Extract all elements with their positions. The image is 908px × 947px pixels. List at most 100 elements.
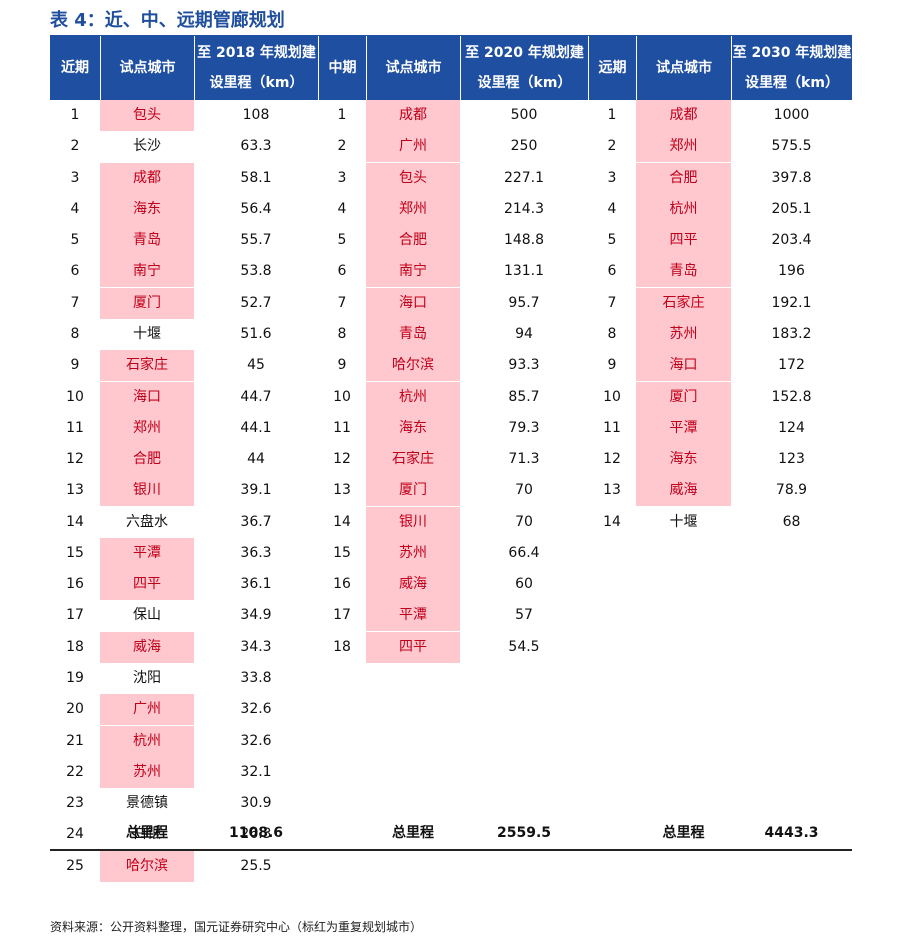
far-city-cell: 十堰 [669, 513, 698, 530]
near-km-cell: 33.8 [240, 670, 272, 687]
table-row: 18 威海 34.3 18 四平 54.5 [50, 631, 852, 663]
table-row: 19 沈阳 33.8 [50, 663, 852, 694]
near-city-cell: 成都 [100, 162, 194, 194]
near-rank-cell: 22 [66, 763, 84, 780]
near-rank-cell: 5 [70, 232, 80, 249]
mid-city-cell: 威海 [366, 569, 460, 601]
far-rank-cell: 7 [607, 294, 617, 311]
header-near-value-line2: 设里程（km） [209, 75, 304, 91]
near-km-cell: 36.1 [240, 576, 272, 593]
far-city-cell: 海东 [636, 444, 731, 476]
far-rank-cell: 14 [603, 513, 621, 530]
far-rank-cell: 1 [607, 107, 617, 123]
mid-rank-cell: 17 [333, 607, 351, 624]
mid-rank-cell: 3 [337, 169, 347, 186]
near-km-cell: 26.3 [240, 826, 272, 843]
far-city-cell: 平潭 [636, 412, 731, 444]
mid-city-cell: 青岛 [366, 318, 460, 350]
near-km-cell: 32.6 [240, 701, 272, 718]
near-rank-cell: 10 [66, 388, 84, 405]
far-km-cell: 78.9 [775, 482, 808, 499]
near-rank-cell: 25 [66, 857, 84, 874]
mid-km-cell: 95.7 [508, 294, 540, 311]
header-near-period: 近期 [61, 60, 89, 76]
near-rank-cell: 15 [66, 544, 84, 561]
far-km-cell: 205.1 [771, 200, 812, 217]
total-near-value: 1108.6 [228, 825, 284, 841]
far-km-cell: 1000 [773, 107, 810, 123]
near-city-cell: 十堰 [133, 325, 161, 342]
near-km-cell: 52.7 [240, 294, 272, 311]
near-city-cell: 景德镇 [126, 795, 168, 812]
mid-city-cell: 包头 [366, 162, 460, 194]
mid-city-cell: 南宁 [366, 256, 460, 288]
near-km-cell: 58.1 [240, 169, 272, 186]
far-city-cell: 青岛 [636, 256, 731, 288]
near-city-cell: 海口 [100, 381, 194, 413]
near-rank-cell: 23 [66, 795, 84, 812]
mid-km-cell: 70 [515, 513, 533, 530]
far-rank-cell: 2 [607, 138, 617, 155]
header-far-value: 至 2030 年规划建 设里程（km） [731, 36, 852, 100]
far-city-cell: 合肥 [636, 162, 731, 194]
table-row: 7 厦门 52.7 7 海口 95.7 7 石家庄 192.1 [50, 287, 852, 319]
near-rank-cell: 16 [66, 576, 84, 593]
near-km-cell: 36.3 [240, 544, 272, 561]
table-row: 2 长沙 63.3 2 广州 250 2 郑州 575.5 [50, 131, 852, 163]
far-rank-cell: 3 [607, 169, 617, 186]
near-city-cell: 哈尔滨 [100, 850, 194, 882]
near-km-cell: 44.7 [240, 388, 272, 405]
near-city-cell: 海东 [100, 193, 194, 225]
mid-city-cell: 苏州 [366, 537, 460, 569]
header-mid-value-line1: 至 2020 年规划建 [465, 45, 584, 61]
near-city-cell: 白银 [133, 826, 161, 843]
far-rank-cell: 12 [603, 451, 621, 468]
table-row: 21 杭州 32.6 [50, 725, 852, 757]
near-km-cell: 63.3 [240, 138, 272, 155]
mid-rank-cell: 7 [337, 294, 347, 311]
table-row: 13 银川 39.1 13 厦门 70 13 威海 78.9 [50, 475, 852, 507]
mid-km-cell: 148.8 [503, 232, 545, 249]
table-row: 10 海口 44.7 10 杭州 85.7 10 厦门 152.8 [50, 381, 852, 413]
table-row: 4 海东 56.4 4 郑州 214.3 4 杭州 205.1 [50, 193, 852, 225]
mid-km-cell: 214.3 [503, 200, 545, 217]
mid-rank-cell: 2 [337, 138, 347, 155]
far-rank-cell: 13 [603, 482, 621, 499]
near-city-cell: 南宁 [100, 256, 194, 288]
mid-city-cell: 平潭 [366, 600, 460, 632]
near-km-cell: 51.6 [240, 325, 272, 342]
mid-city-cell: 石家庄 [366, 444, 460, 476]
near-city-cell: 郑州 [100, 412, 194, 444]
far-km-cell: 196 [778, 263, 805, 280]
mid-km-cell: 54.5 [508, 638, 540, 655]
mid-km-cell: 60 [515, 576, 533, 593]
near-city-cell: 广州 [100, 694, 194, 726]
near-km-cell: 32.6 [240, 732, 272, 749]
near-km-cell: 53.8 [240, 263, 272, 280]
near-city-cell: 长沙 [133, 138, 161, 155]
table-row: 14 六盘水 36.7 14 银川 70 14 十堰 68 [50, 506, 852, 538]
mid-rank-cell: 15 [333, 544, 351, 561]
table-row: 20 广州 32.6 [50, 694, 852, 726]
near-km-cell: 32.1 [240, 763, 272, 780]
far-city-cell: 成都 [636, 100, 731, 131]
mid-city-cell: 郑州 [366, 193, 460, 225]
near-city-cell: 银川 [100, 475, 194, 507]
near-km-cell: 30.9 [240, 795, 272, 812]
mid-rank-cell: 16 [333, 576, 351, 593]
near-rank-cell: 11 [66, 419, 84, 436]
near-km-cell: 108 [242, 107, 270, 123]
mid-km-cell: 227.1 [503, 169, 545, 186]
mid-city-cell: 杭州 [366, 381, 460, 413]
far-city-cell: 四平 [636, 225, 731, 257]
near-rank-cell: 8 [70, 325, 80, 342]
mid-rank-cell: 4 [337, 200, 347, 217]
near-rank-cell: 19 [66, 670, 84, 687]
mid-km-cell: 66.4 [508, 544, 540, 561]
near-city-cell: 包头 [100, 100, 194, 131]
header-far-period: 远期 [588, 36, 636, 100]
mid-city-cell: 海东 [366, 412, 460, 444]
near-city-cell: 平潭 [100, 537, 194, 569]
table-row: 17 保山 34.9 17 平潭 57 [50, 600, 852, 632]
far-km-cell: 183.2 [771, 325, 812, 342]
